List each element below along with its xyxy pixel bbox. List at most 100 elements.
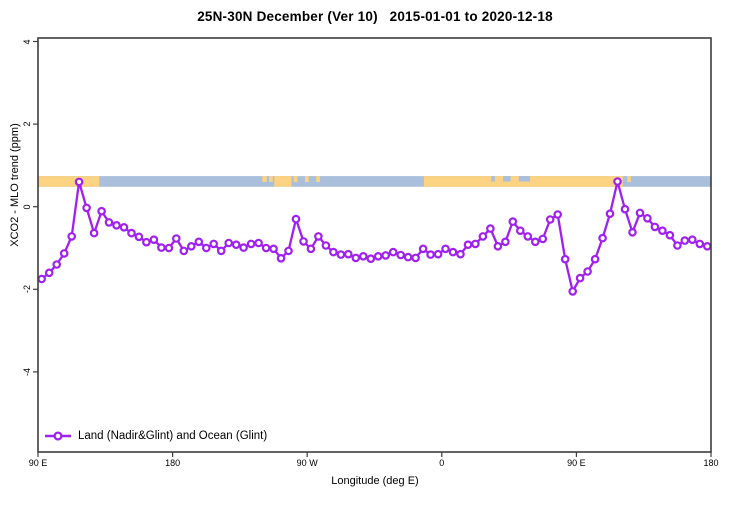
data-point (194, 237, 204, 247)
data-point (575, 273, 585, 283)
data-point (493, 242, 503, 251)
data-point (127, 228, 136, 238)
ocean-chip (491, 176, 495, 182)
legend-marker-icon (53, 431, 63, 441)
data-point (463, 240, 473, 250)
data-point (620, 204, 630, 214)
data-point (351, 253, 361, 263)
data-point (216, 246, 226, 256)
data-point (515, 226, 525, 236)
data-point (149, 235, 159, 245)
land-chip (316, 176, 320, 182)
data-point (635, 208, 645, 218)
data-point (59, 249, 69, 258)
data-point (164, 243, 174, 253)
data-point (82, 203, 91, 213)
x-tick-label: 180 (165, 458, 181, 468)
data-point (343, 249, 353, 259)
data-point (329, 247, 338, 257)
data-point (269, 244, 278, 254)
data-point (291, 214, 301, 224)
data-point (643, 214, 652, 223)
data-point (545, 215, 555, 224)
data-point (261, 243, 271, 253)
land-chip (305, 176, 309, 182)
x-axis-label: Longitude (deg E) (331, 475, 419, 487)
land-chip (293, 176, 298, 182)
legend-series-label: Land (Nadir&Glint) and Ocean (Glint) (78, 430, 268, 442)
data-point (478, 232, 488, 241)
data-point (530, 237, 540, 247)
data-point (231, 240, 241, 250)
data-point (246, 239, 256, 249)
data-point (695, 239, 705, 249)
data-point (598, 233, 607, 243)
data-point (628, 228, 637, 237)
data-point (448, 247, 458, 257)
data-point (381, 251, 391, 260)
data-point (37, 274, 47, 284)
data-point (665, 230, 675, 240)
y-axis-label: XCO2 - MLO trend (ppm) (9, 123, 21, 247)
data-point (388, 247, 398, 257)
data-point (702, 242, 712, 251)
data-point (568, 287, 578, 296)
data-point (74, 177, 84, 187)
data-point (501, 237, 510, 247)
data-point (373, 251, 383, 261)
data-point (97, 206, 106, 216)
y-tick-label: -2 (22, 285, 32, 294)
data-point (680, 236, 690, 245)
data-point (508, 217, 518, 226)
data-point (134, 232, 144, 242)
data-point (239, 243, 248, 252)
x-tick-label: 180 (703, 458, 719, 468)
data-point (553, 210, 563, 219)
data-point (358, 251, 368, 261)
data-point (44, 268, 54, 278)
data-point (396, 250, 406, 260)
plot-frame (37, 37, 712, 453)
data-point (119, 223, 129, 232)
data-point (104, 218, 114, 227)
data-point (299, 237, 308, 246)
data-point (321, 241, 331, 250)
y-tick-label: 2 (22, 121, 32, 127)
data-point (673, 241, 682, 250)
data-point (433, 249, 443, 259)
data-point (560, 254, 570, 264)
data-point (209, 239, 219, 249)
data-point (172, 234, 181, 243)
x-tick-label: 90 E (567, 458, 586, 468)
data-point (67, 232, 77, 241)
data-point (306, 244, 316, 254)
data-point (112, 221, 121, 230)
land-chip (269, 176, 273, 182)
data-point (284, 246, 293, 256)
data-point (456, 249, 465, 259)
data-point (687, 235, 697, 245)
y-tick-label: 0 (22, 204, 32, 210)
data-point (523, 232, 533, 241)
data-point (590, 254, 600, 264)
data-point (179, 246, 189, 256)
land-chip (262, 176, 267, 182)
data-point (411, 253, 420, 263)
data-point (366, 254, 376, 264)
data-point (336, 250, 346, 259)
data-point (224, 238, 234, 248)
data-point (441, 244, 450, 254)
x-tick-label: 90 E (28, 458, 48, 468)
data-point (426, 250, 435, 259)
data-point (613, 177, 622, 186)
data-point (314, 232, 323, 241)
data-point (202, 243, 211, 253)
data-point (486, 224, 495, 233)
data-point (187, 242, 196, 251)
land-chip (627, 176, 631, 182)
land-band-segment (274, 176, 292, 187)
data-point (650, 222, 660, 232)
data-point (583, 267, 592, 276)
data-point (403, 252, 413, 262)
